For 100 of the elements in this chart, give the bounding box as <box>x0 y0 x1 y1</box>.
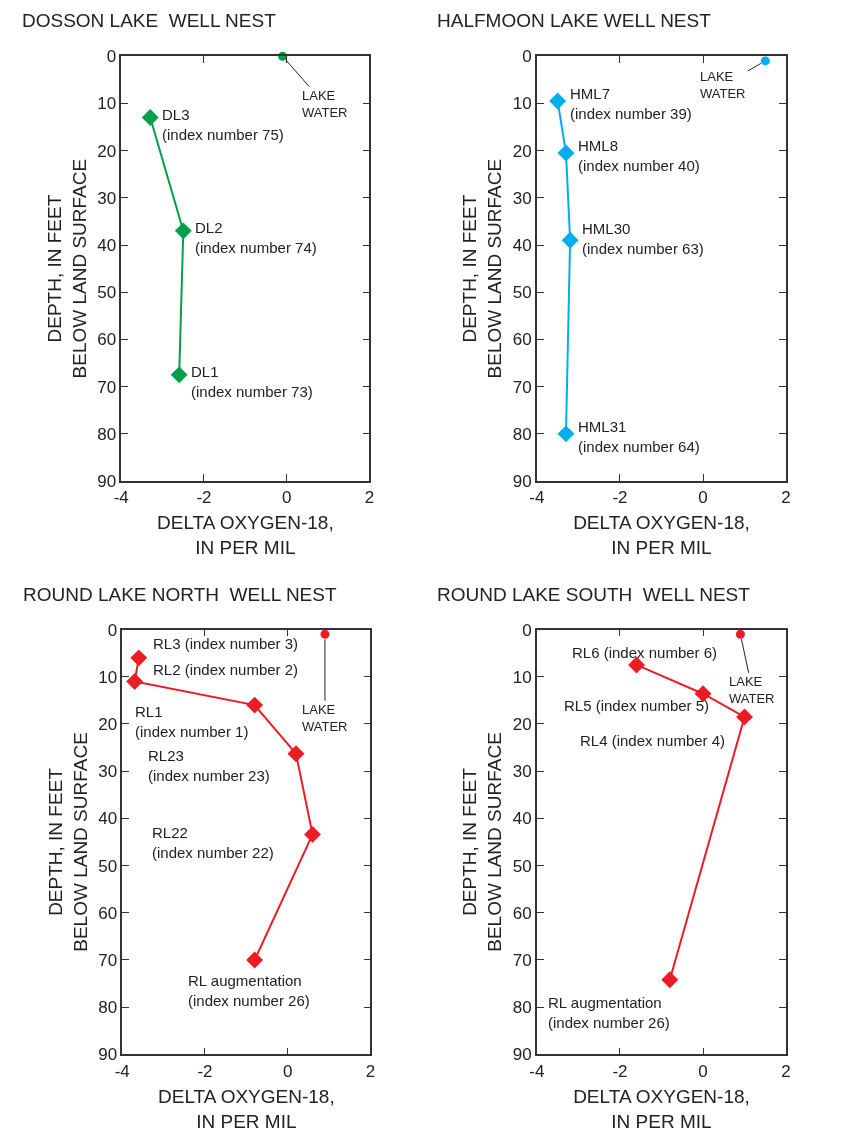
point <box>760 56 770 66</box>
y-tick-label: 80 <box>97 424 117 444</box>
x-tick-label: 2 <box>781 1061 791 1081</box>
annotation: RL augmentation (index number 26) <box>188 972 310 1009</box>
point <box>661 971 679 989</box>
point <box>246 951 264 969</box>
y-tick-label: 80 <box>512 998 532 1018</box>
point <box>557 144 575 162</box>
annotation: DL2 (index number 74) <box>195 219 317 256</box>
x-axis-title: DELTA OXYGEN-18, IN PER MIL <box>157 512 334 559</box>
y-tick-label: 30 <box>98 762 118 782</box>
y-tick-label: 20 <box>98 714 118 734</box>
x-tick-label: 0 <box>282 1061 293 1081</box>
y-tick-label: 40 <box>98 809 118 829</box>
point <box>736 708 753 726</box>
annotation: LAKE WATER <box>302 702 348 734</box>
x-axis-title: DELTA OXYGEN-18, IN PER MIL <box>573 1085 750 1132</box>
y-tick-label: 80 <box>98 998 118 1018</box>
y-tick-label: 90 <box>512 471 532 491</box>
y-tick-label: 90 <box>97 471 117 491</box>
point <box>174 222 192 240</box>
point <box>561 231 579 249</box>
y-tick-label: 10 <box>512 94 532 114</box>
chart-title: HALFMOON LAKE WELL NEST <box>437 10 712 31</box>
point <box>170 366 188 384</box>
point <box>549 92 567 110</box>
annotation: LAKE WATER <box>729 674 775 706</box>
annotation: RL22 (index number 22) <box>152 824 274 861</box>
point <box>141 109 159 127</box>
y-tick-label: 70 <box>97 377 117 397</box>
y-tick-label: 40 <box>512 235 532 255</box>
y-tick-label: 90 <box>512 1045 532 1065</box>
x-tick-label: -2 <box>612 1061 628 1081</box>
annotation: LAKE WATER <box>302 88 348 120</box>
y-tick-label: 20 <box>512 141 532 161</box>
y-tick-label: 70 <box>512 377 532 397</box>
y-tick-label: 60 <box>97 330 117 350</box>
y-axis-title: DEPTH, IN FEET BELOW LAND SURFACE <box>459 732 506 952</box>
y-tick-label: 70 <box>98 950 118 970</box>
y-tick-label: 0 <box>522 620 532 640</box>
point <box>246 696 264 714</box>
y-tick-label: 60 <box>512 330 532 350</box>
y-tick-label: 80 <box>512 424 532 444</box>
x-tick-label: 0 <box>282 488 292 508</box>
point <box>304 825 321 843</box>
y-axis-title: DEPTH, IN FEET BELOW LAND SURFACE <box>44 732 91 952</box>
x-tick-label: -2 <box>197 1061 213 1081</box>
y-tick-label: 0 <box>106 47 117 67</box>
y-tick-label: 10 <box>512 667 532 687</box>
y-tick-label: 40 <box>97 235 117 255</box>
y-tick-label: 10 <box>98 667 118 687</box>
y-tick-label: 40 <box>512 809 532 829</box>
y-axis-title: DEPTH, IN FEET BELOW LAND SURFACE <box>459 158 506 379</box>
point <box>130 649 148 667</box>
x-tick-label: 0 <box>698 1061 708 1081</box>
y-axis-title: DEPTH, IN FEET BELOW LAND SURFACE <box>43 158 90 379</box>
annotation: LAKE WATER <box>700 69 746 101</box>
y-tick-label: 0 <box>522 47 532 67</box>
y-tick-label: 0 <box>107 620 118 640</box>
x-tick-label: 2 <box>781 488 791 508</box>
y-tick-label: 10 <box>97 94 117 114</box>
annotation: RL2 (index number 2) <box>153 661 299 678</box>
x-tick-label: -4 <box>529 488 545 508</box>
y-tick-label: 70 <box>512 950 532 970</box>
annotation: DL3 (index number 75) <box>162 106 284 143</box>
x-tick-label: -4 <box>529 1061 545 1081</box>
x-tick-label: 2 <box>365 1061 376 1081</box>
annotation: RL3 (index number 3) <box>153 635 299 652</box>
x-tick-label: -4 <box>113 488 129 508</box>
x-tick-label: -2 <box>612 488 628 508</box>
y-tick-label: 50 <box>512 283 532 303</box>
y-tick-label: 50 <box>98 856 118 876</box>
y-tick-label: 60 <box>512 903 532 923</box>
point <box>557 425 575 443</box>
y-tick-label: 60 <box>98 903 118 923</box>
annotation: HML7 (index number 39) <box>570 85 692 122</box>
point <box>320 629 330 639</box>
x-tick-label: -2 <box>196 488 212 508</box>
y-tick-label: 30 <box>97 188 117 208</box>
annotation: HML30 (index number 63) <box>582 220 704 257</box>
annotation: RL6 (index number 6) <box>572 644 718 661</box>
annotation: RL5 (index number 5) <box>564 697 710 714</box>
x-axis-title: DELTA OXYGEN-18, IN PER MIL <box>158 1085 335 1132</box>
y-tick-label: 20 <box>512 714 532 734</box>
y-tick-label: 30 <box>512 762 532 782</box>
point <box>126 673 144 690</box>
y-tick-label: 20 <box>97 141 117 161</box>
chart-title: DOSSON LAKE WELL NEST <box>22 10 277 31</box>
y-tick-label: 30 <box>512 188 532 208</box>
y-tick-label: 50 <box>97 283 117 303</box>
y-tick-label: 50 <box>512 856 532 876</box>
chart-title: ROUND LAKE SOUTH WELL NEST <box>437 584 751 605</box>
annotation: RL augmentation (index number 26) <box>548 994 670 1031</box>
chart-title: ROUND LAKE NORTH WELL NEST <box>23 584 337 605</box>
x-tick-label: 0 <box>698 488 708 508</box>
point <box>287 745 305 763</box>
x-axis-title: DELTA OXYGEN-18, IN PER MIL <box>573 512 750 559</box>
annotation: HML31 (index number 64) <box>578 418 700 455</box>
x-tick-label: 2 <box>364 488 375 508</box>
annotation: RL23 (index number 23) <box>148 747 270 784</box>
